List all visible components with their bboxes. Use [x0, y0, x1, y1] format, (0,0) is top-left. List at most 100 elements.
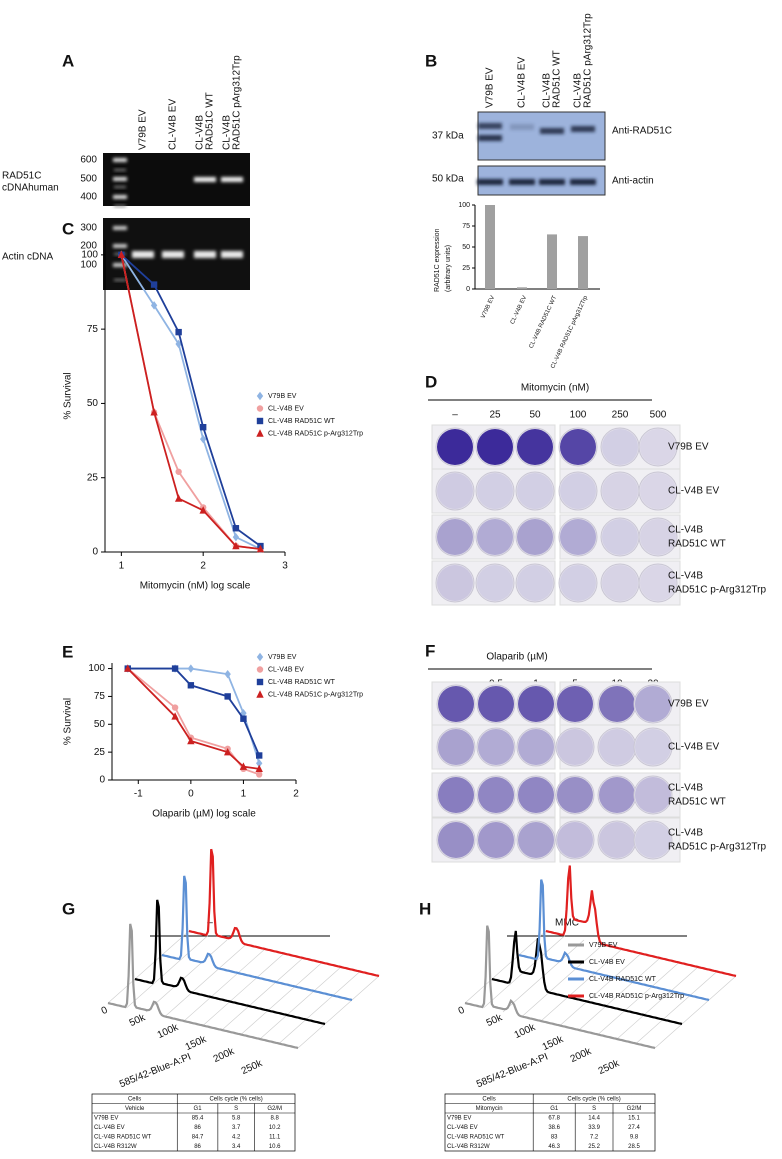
- histogram-trace: [545, 865, 737, 978]
- grid-line: [107, 930, 190, 1004]
- legend-label: CL-V4B RAD51C p-Arg312Trp: [268, 691, 363, 698]
- grid-line: [259, 966, 342, 1040]
- panel-label: E: [62, 642, 73, 661]
- dose-label: –: [452, 410, 458, 421]
- bar: [547, 234, 557, 289]
- table-header: Cells cycle (% cells): [567, 1096, 620, 1102]
- table-cell: 3.7: [232, 1125, 241, 1131]
- band: [194, 251, 216, 258]
- row-label: RAD51C WT: [668, 539, 726, 550]
- well: [638, 471, 678, 511]
- well-stain: [478, 729, 514, 765]
- lane-label: CL-V4B EV: [168, 99, 179, 150]
- data-point: [255, 764, 263, 773]
- x-tick-label: 1: [241, 789, 247, 800]
- well-stain: [557, 822, 593, 858]
- table-cell: CL-V4B R312W: [447, 1144, 490, 1150]
- table-cell: CL-V4B EV: [94, 1125, 125, 1131]
- well: [515, 563, 555, 603]
- band: [540, 128, 564, 134]
- table-cell: 15.1: [628, 1115, 640, 1121]
- table-cell: 33.9: [588, 1125, 600, 1131]
- data-point: [256, 417, 264, 425]
- data-point: [175, 328, 182, 336]
- table-cell: V79B EV: [447, 1115, 471, 1121]
- x-tick-label: 1: [119, 561, 125, 572]
- row-label: CL-V4B EV: [668, 742, 719, 753]
- x-tick-label: 0: [188, 789, 194, 800]
- table-cell: 27.4: [628, 1125, 640, 1131]
- data-point: [232, 541, 240, 550]
- well-stain: [478, 777, 514, 813]
- data-point: [171, 665, 179, 672]
- series-line: [120, 254, 261, 550]
- plate-title: Mitomycin (nM): [521, 383, 589, 394]
- table-cell: 38.6: [548, 1125, 560, 1131]
- row-label: CL-V4B EV: [668, 486, 719, 497]
- series-line: [127, 667, 261, 756]
- grid-line: [483, 935, 566, 1008]
- x-tick-label: CL-V4B EV: [510, 295, 528, 325]
- well-stain: [635, 686, 671, 722]
- well: [435, 563, 475, 603]
- well-stain: [437, 473, 473, 509]
- well-stain: [560, 473, 596, 509]
- band: [478, 123, 502, 129]
- band: [539, 179, 565, 185]
- table-border: [91, 1093, 296, 1152]
- data-point: [117, 250, 126, 259]
- table-cell: 14.4: [588, 1115, 600, 1121]
- lane-label: RAD51C WT: [552, 50, 563, 108]
- row-label: V79B EV: [668, 442, 709, 453]
- table-cell: 25.2: [588, 1144, 600, 1150]
- well-stain: [477, 473, 513, 509]
- data-point: [187, 736, 195, 745]
- well: [638, 517, 678, 557]
- panel-label: F: [425, 641, 435, 660]
- well: [516, 727, 556, 767]
- data-point: [223, 747, 232, 756]
- data-point: [256, 391, 264, 401]
- panel-label: B: [425, 51, 437, 70]
- row-label: RAD51C p-Arg312Trp: [668, 585, 766, 596]
- marker-band: [114, 186, 126, 188]
- well: [515, 517, 555, 557]
- well-stain: [517, 565, 553, 601]
- marker-band: [113, 177, 127, 181]
- well: [558, 563, 598, 603]
- y-axis-label: (arbitrary units): [445, 245, 452, 292]
- x-tick-label: 2: [200, 561, 206, 572]
- histogram-trace: [518, 879, 710, 1002]
- gel-marker: 500: [80, 174, 97, 185]
- table-subheader: G1: [550, 1106, 559, 1112]
- table-subheader: Vehicle: [125, 1106, 145, 1112]
- well: [475, 517, 515, 557]
- legend-label: CL-V4B EV: [268, 666, 304, 673]
- lane-label: RAD51C pArg312Trp: [232, 55, 243, 150]
- y-tick-label: 25: [462, 265, 470, 272]
- legend-label: CL-V4B RAD51C WT: [268, 679, 336, 686]
- well-stain: [602, 429, 638, 465]
- table-cell: 5.8: [232, 1115, 241, 1121]
- lane-label: V79B EV: [485, 67, 496, 108]
- well-stain: [477, 429, 513, 465]
- y-tick-label: 25: [94, 747, 106, 758]
- lane-label: CL-V4B EV: [517, 57, 528, 108]
- table-cell: 28.5: [628, 1144, 640, 1150]
- gel-marker: 100: [80, 260, 97, 271]
- grid-line: [221, 957, 304, 1031]
- grid-line: [278, 971, 361, 1044]
- well: [555, 775, 595, 815]
- y-tick-label: 100: [81, 249, 98, 260]
- legend-label: CL-V4B RAD51C WT: [268, 418, 336, 425]
- band: [510, 124, 534, 130]
- table-cell: CL-V4B RAD51C WT: [94, 1134, 152, 1140]
- x-tick-label: 100k: [156, 1022, 181, 1042]
- table-cell: 10.2: [269, 1125, 281, 1131]
- table-cell: 9.8: [630, 1134, 639, 1140]
- data-point: [150, 281, 158, 288]
- bar: [578, 236, 588, 289]
- y-axis-label: RAD51C expression: [434, 228, 441, 292]
- bar: [485, 205, 495, 289]
- well-stain: [602, 565, 638, 601]
